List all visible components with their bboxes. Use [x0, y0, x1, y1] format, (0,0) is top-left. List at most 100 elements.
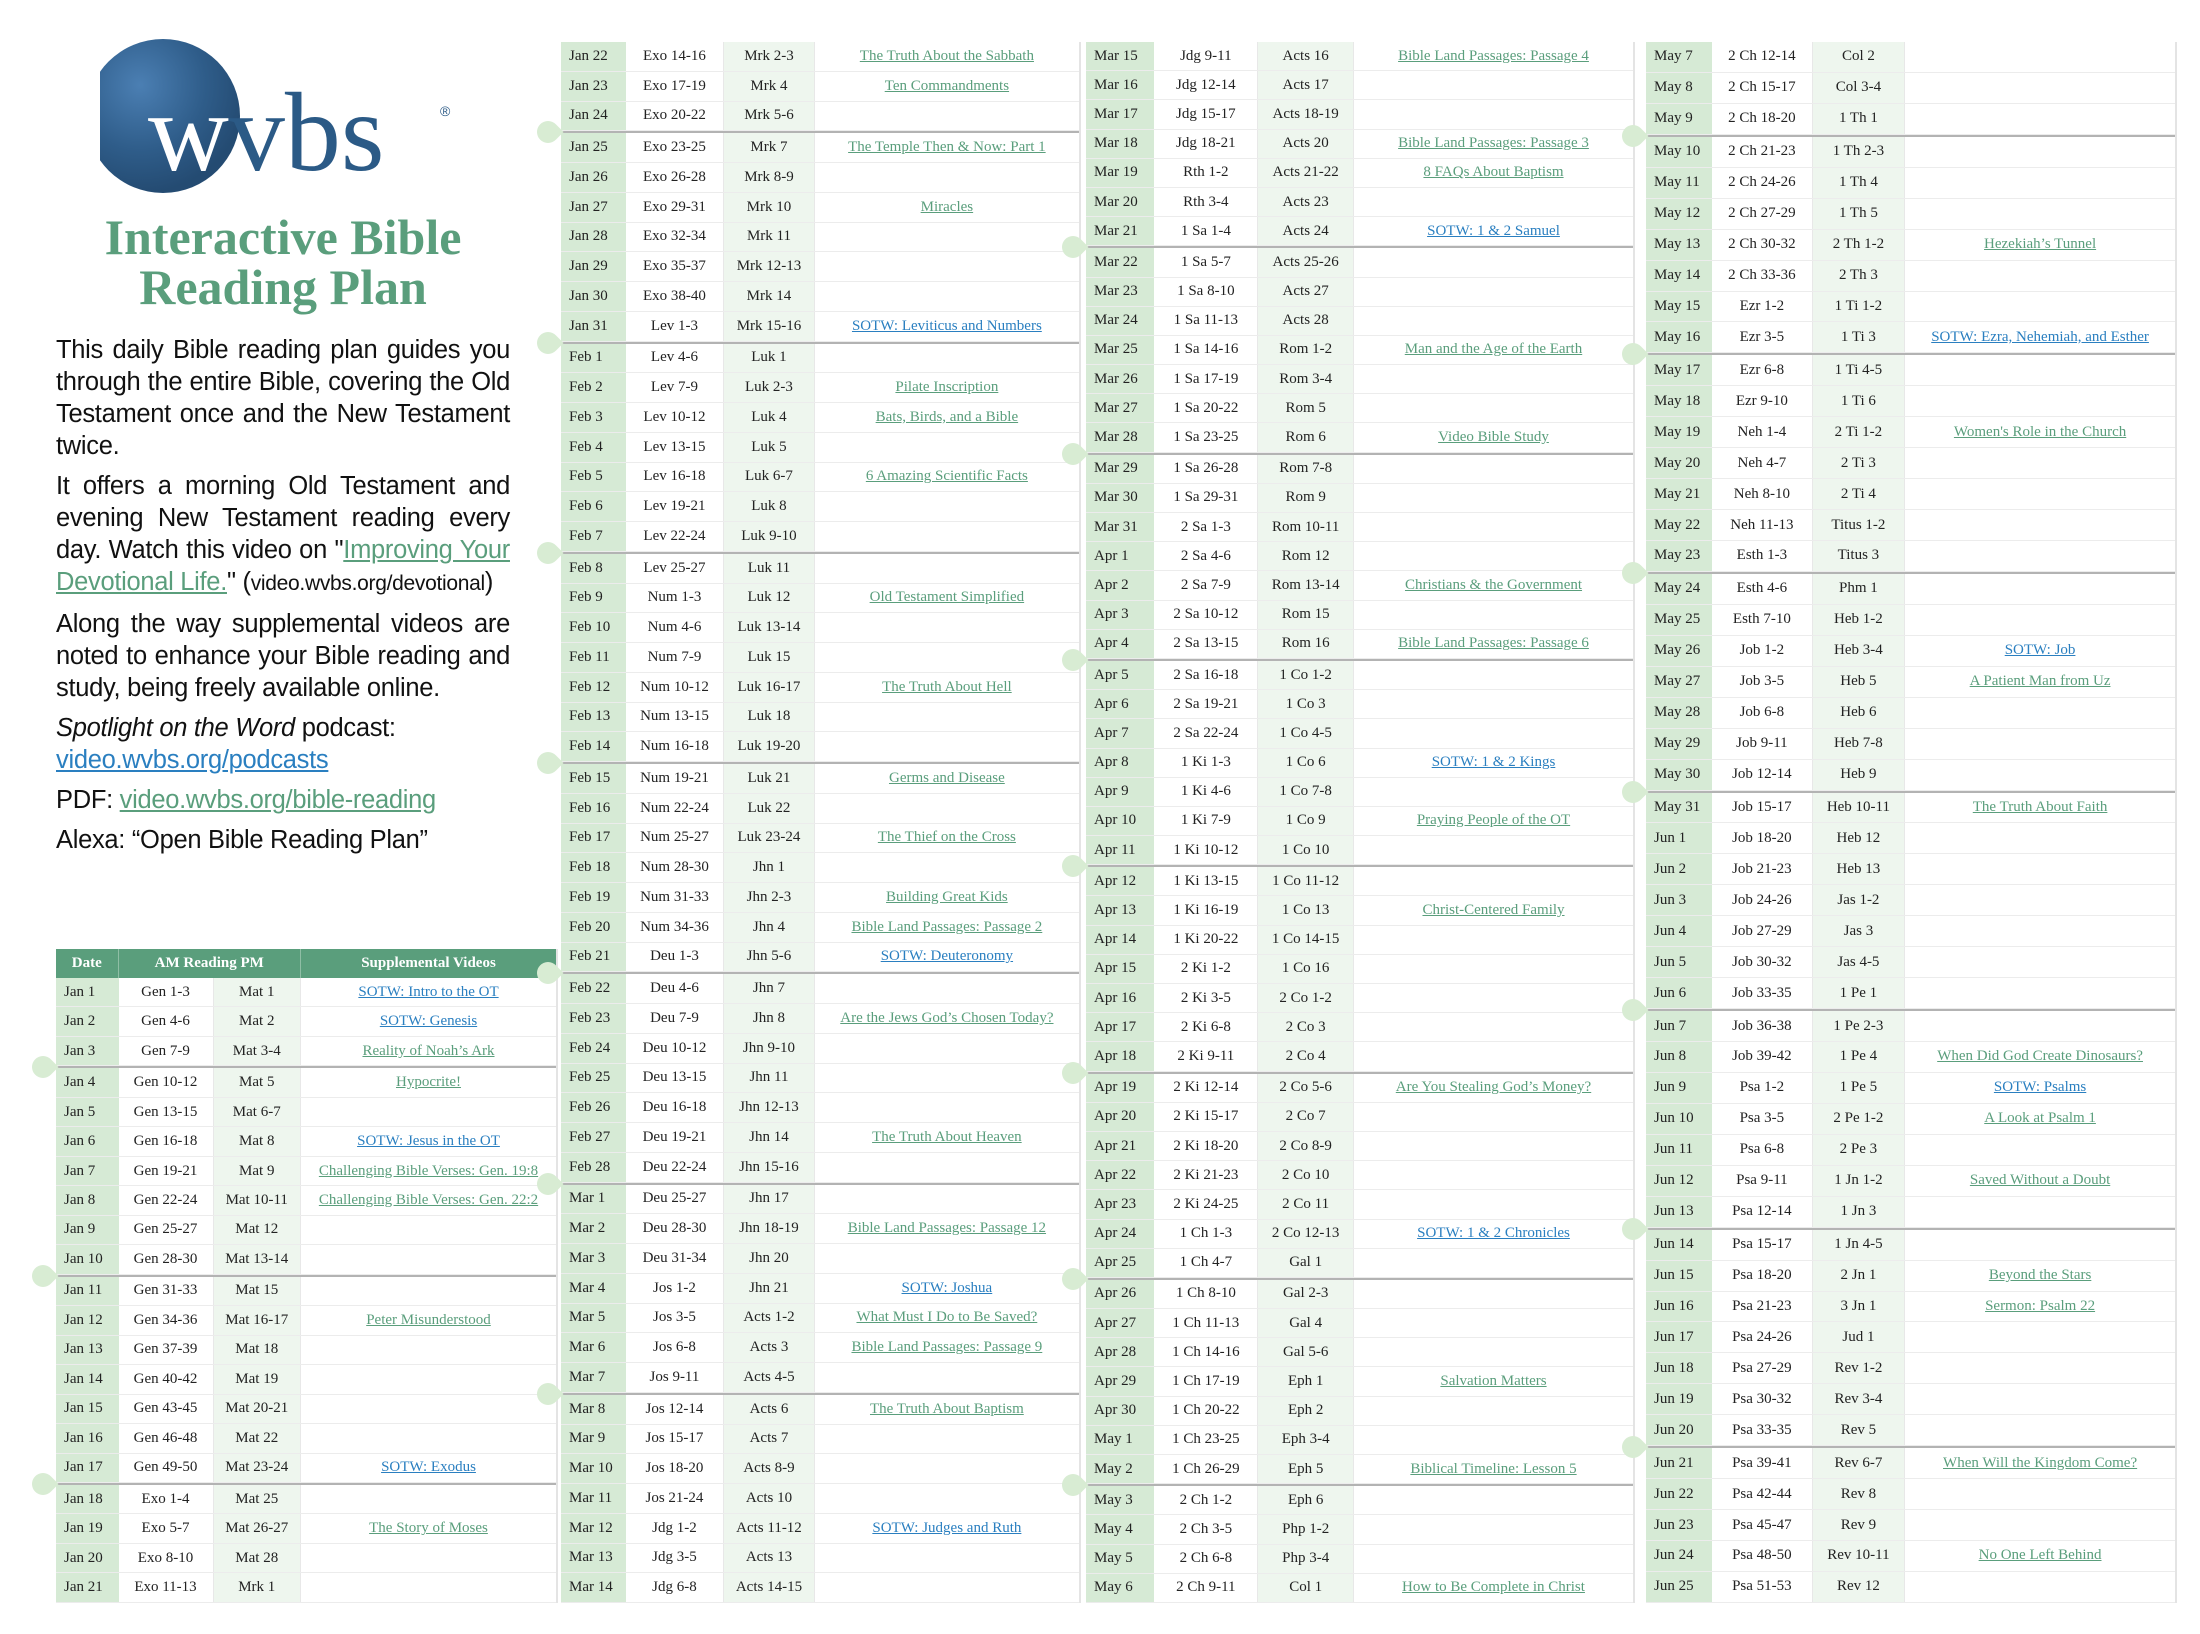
date-cell: Jan 10	[56, 1245, 119, 1274]
video-link[interactable]: Beyond the Stars	[1988, 1267, 2092, 1284]
video-link[interactable]: SOTW: Leviticus and Numbers	[851, 317, 1042, 334]
video-link[interactable]: Bats, Birds, and a Bible	[875, 408, 1019, 425]
video-link[interactable]: Bible Land Passages: Passage 6	[1398, 635, 1589, 652]
video-link[interactable]: Old Testament Simplified	[869, 589, 1025, 606]
video-link[interactable]: SOTW: Deuteronomy	[880, 948, 1014, 965]
video-link[interactable]: Ten Commandments	[884, 77, 1010, 94]
video-link[interactable]: SOTW: Jesus in the OT	[357, 1133, 500, 1150]
video-link[interactable]: SOTW: Exodus	[381, 1459, 476, 1476]
video-link[interactable]: What Must I Do to Be Saved?	[856, 1309, 1038, 1326]
video-link[interactable]: The Truth About the Sabbath	[859, 47, 1034, 64]
video-link[interactable]: When Did God Create Dinosaurs?	[1937, 1048, 2143, 1065]
video-cell	[1905, 1135, 2175, 1165]
devotional-video-link[interactable]: Improving Your Devotional Life.	[56, 536, 510, 596]
table-row: Feb 18 Num 28-30 Jhn 1	[561, 853, 1079, 883]
video-link[interactable]: Video Bible Study	[1438, 429, 1549, 446]
date-cell: Mar 4	[561, 1273, 626, 1303]
pm-reading-cell: Jhn 18-19	[724, 1214, 815, 1243]
video-link[interactable]: Reality of Noah’s Ark	[362, 1042, 495, 1059]
video-link[interactable]: Salvation Matters	[1440, 1373, 1547, 1390]
am-reading-cell: 2 Sa 16-18	[1154, 660, 1259, 690]
video-cell	[1905, 42, 2175, 72]
video-link[interactable]: Challenging Bible Verses: Gen. 22:2	[318, 1192, 539, 1209]
video-link[interactable]: The Truth About Hell	[882, 678, 1012, 695]
am-reading-cell: Psa 27-29	[1712, 1353, 1813, 1384]
video-link[interactable]: No One Left Behind	[1978, 1547, 2102, 1564]
date-cell: Apr 17	[1086, 1013, 1155, 1042]
video-link[interactable]: SOTW: 1 & 2 Kings	[1431, 754, 1556, 771]
date-cell: Mar 25	[1086, 335, 1155, 365]
pdf-link[interactable]: video.wvbs.org/bible-reading	[119, 786, 437, 814]
pm-reading-cell: Rom 5	[1258, 394, 1355, 423]
video-link[interactable]: SOTW: 1 & 2 Samuel	[1427, 222, 1560, 239]
video-link[interactable]: The Truth About Heaven	[872, 1128, 1022, 1145]
video-link[interactable]: The Story of Moses	[369, 1520, 488, 1537]
video-link[interactable]: Miracles	[920, 198, 974, 215]
pm-reading-cell: Acts 17	[1258, 71, 1355, 100]
pm-reading-cell: Mat 22	[213, 1424, 301, 1453]
table-row: Jan 28 Exo 32-34 Mrk 11	[561, 222, 1079, 253]
video-link[interactable]: When Will the Kingdom Come?	[1943, 1454, 2138, 1471]
video-link[interactable]: Biblical Timeline: Lesson 5	[1410, 1460, 1577, 1477]
video-link[interactable]: The Truth About Baptism	[869, 1400, 1024, 1417]
video-link[interactable]: Bible Land Passages: Passage 9	[851, 1339, 1043, 1356]
video-link[interactable]: SOTW: Judges and Ruth	[872, 1519, 1022, 1536]
video-link[interactable]: The Truth About Faith	[1972, 798, 2108, 815]
date-cell: Jun 8	[1646, 1042, 1713, 1072]
video-link[interactable]: Bible Land Passages: Passage 2	[851, 918, 1043, 935]
video-link[interactable]: A Patient Man from Uz	[1969, 673, 2111, 690]
video-link[interactable]: Christians & the Government	[1404, 576, 1583, 593]
video-link[interactable]: 6 Amazing Scientific Facts	[865, 468, 1028, 485]
video-link[interactable]: SOTW: Joshua	[901, 1279, 993, 1296]
video-link[interactable]: Bible Land Passages: Passage 3	[1398, 135, 1589, 152]
video-link[interactable]: The Temple Then & Now: Part 1	[848, 139, 1046, 156]
video-link[interactable]: Man and the Age of the Earth	[1404, 341, 1583, 358]
pm-reading-cell: Rom 6	[1258, 423, 1355, 452]
title-line-2: Reading Plan	[139, 259, 427, 315]
video-cell	[1905, 698, 2175, 728]
video-link[interactable]: Are the Jews God’s Chosen Today?	[840, 1009, 1054, 1026]
video-link[interactable]: Bible Land Passages: Passage 4	[1398, 47, 1589, 64]
video-link[interactable]: SOTW: 1 & 2 Chronicles	[1417, 1225, 1570, 1242]
table-row: Jun 2 Job 21-23 Heb 13	[1646, 854, 2175, 886]
am-reading-cell: Exo 11-13	[118, 1573, 214, 1602]
video-link[interactable]: How to Be Complete in Christ	[1402, 1579, 1585, 1596]
video-link[interactable]: Are You Stealing God’s Money?	[1395, 1079, 1592, 1096]
date-cell: Jun 22	[1646, 1479, 1713, 1510]
video-link[interactable]: SOTW: Job	[2004, 642, 2076, 659]
video-link[interactable]: Bible Land Passages: Passage 12	[847, 1220, 1047, 1237]
video-link[interactable]: SOTW: Psalms	[1993, 1079, 2087, 1096]
video-link[interactable]: Hezekiah’s Tunnel	[1984, 236, 2097, 253]
video-link[interactable]: Saved Without a Doubt	[1969, 1172, 2111, 1189]
date-cell: Jan 31	[561, 311, 626, 341]
date-cell: May 16	[1646, 322, 1713, 353]
date-cell: Jan 1	[56, 978, 119, 1007]
date-cell: Jun 10	[1646, 1103, 1713, 1134]
pm-reading-cell: Acts 6	[724, 1394, 815, 1424]
video-link[interactable]: SOTW: Genesis	[379, 1013, 478, 1030]
video-cell	[815, 732, 1079, 761]
video-link[interactable]: Peter Misunderstood	[366, 1311, 491, 1328]
video-cell	[815, 102, 1079, 131]
video-link[interactable]: The Thief on the Cross	[877, 829, 1016, 846]
video-link[interactable]: Building Great Kids	[886, 888, 1008, 905]
video-link[interactable]: Christ-Centered Family	[1422, 902, 1565, 919]
video-link[interactable]: A Look at Psalm 1	[1984, 1110, 2096, 1127]
video-link[interactable]: Challenging Bible Verses: Gen. 19:8	[318, 1162, 539, 1179]
pm-reading-cell: Luk 23-24	[724, 823, 815, 853]
table-row: Jun 18 Psa 27-29 Rev 1-2	[1646, 1353, 2175, 1385]
video-link[interactable]: SOTW: Intro to the OT	[358, 983, 499, 1000]
video-link[interactable]: Germs and Disease	[888, 769, 1005, 786]
podcast-link[interactable]: video.wvbs.org/podcasts	[56, 746, 329, 774]
video-link[interactable]: Praying People of the OT	[1416, 812, 1571, 829]
video-cell	[1905, 947, 2175, 977]
video-link[interactable]: Sermon: Psalm 22	[1985, 1297, 2096, 1314]
video-link[interactable]: Pilate Inscription	[895, 379, 999, 396]
am-reading-cell: 1 Ch 20-22	[1154, 1396, 1259, 1425]
video-link[interactable]: Women's Role in the Church	[1953, 423, 2127, 440]
video-link[interactable]: Hypocrite!	[396, 1074, 461, 1091]
video-link[interactable]: 8 FAQs About Baptism	[1423, 164, 1564, 181]
am-reading-cell: Gen 1-3	[118, 978, 214, 1007]
date-cell: Mar 31	[1086, 513, 1155, 542]
video-link[interactable]: SOTW: Ezra, Nehemiah, and Esther	[1931, 328, 2149, 345]
